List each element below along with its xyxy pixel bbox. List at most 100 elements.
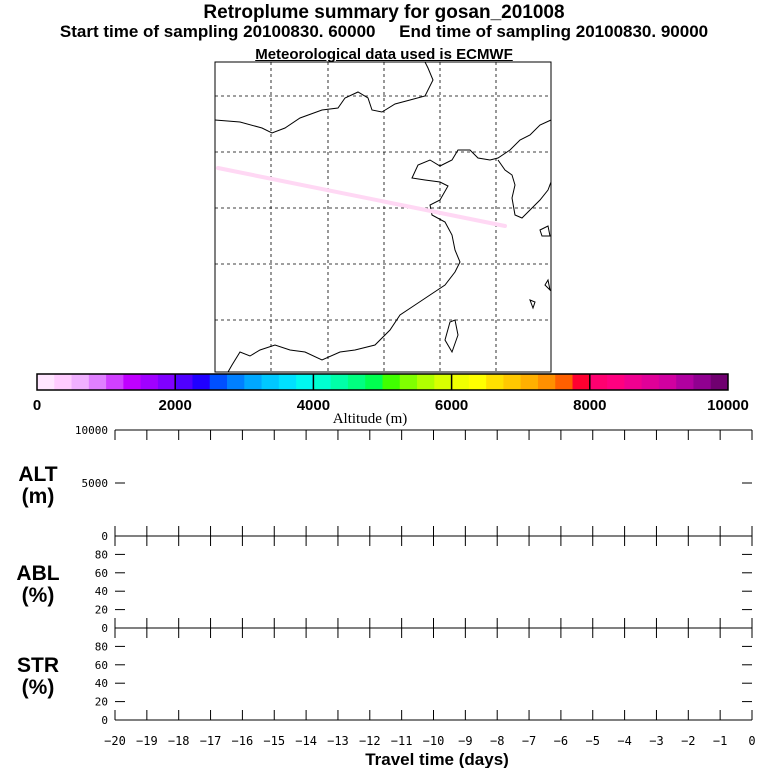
colorbar-segment (434, 374, 453, 390)
y-tick-label: 80 (95, 640, 108, 653)
colorbar-tick-label: 8000 (573, 397, 606, 414)
map-coastline (539, 225, 551, 237)
x-tick-label: −17 (200, 734, 222, 748)
colorbar-label: Altitude (m) (333, 411, 408, 427)
colorbar-frame (36, 373, 729, 391)
y-tick-label: 60 (95, 567, 108, 580)
colorbar-segment (88, 374, 107, 390)
x-tick-label: −11 (391, 734, 413, 748)
map-coastline (529, 299, 536, 310)
y-tick-label: 40 (95, 585, 108, 598)
map-coastline (497, 159, 552, 219)
y-axis-unit: (%) (22, 676, 55, 699)
y-tick-label: 0 (101, 714, 108, 727)
colorbar-tick-label: 0 (33, 397, 41, 414)
colorbar-segment (175, 374, 193, 390)
colorbar-segment (451, 374, 470, 390)
x-tick-label: −15 (263, 734, 285, 748)
colorbar-segment (54, 374, 73, 390)
x-tick-label: 0 (748, 734, 755, 748)
y-tick-label: 10000 (75, 424, 108, 437)
colorbar-segment (486, 374, 504, 390)
colorbar-segment (278, 374, 297, 390)
map-coastline (544, 278, 551, 292)
x-tick-label: −20 (104, 734, 126, 748)
y-tick-label: 60 (95, 659, 108, 672)
colorbar-segment (693, 374, 712, 390)
y-axis-label: ABL (16, 562, 59, 585)
map-frame (214, 61, 552, 373)
y-tick-label: 0 (101, 530, 108, 543)
x-tick-label: −8 (490, 734, 504, 748)
map-coastline (214, 61, 434, 134)
colorbar-segment (676, 374, 694, 390)
chart-title: Retroplume summary for gosan_201008 (203, 2, 565, 23)
colorbar-tick-label: 4000 (297, 397, 330, 414)
x-tick-label: −13 (327, 734, 349, 748)
y-tick-label: 20 (95, 604, 108, 617)
colorbar-segment (710, 374, 729, 390)
colorbar-segment (313, 374, 332, 390)
subtitle-line: Start time of sampling 20100830. 60000 E… (0, 22, 768, 42)
colorbar-segment (71, 374, 90, 390)
colorbar-segment (365, 374, 383, 390)
colorbar-segment (244, 374, 263, 390)
colorbar-segment (520, 374, 539, 390)
colorbar-segment (382, 374, 401, 390)
colorbar-segment (209, 374, 228, 390)
colorbar-segment (227, 374, 245, 390)
colorbar-segment (192, 374, 211, 390)
x-tick-label: −16 (232, 734, 254, 748)
x-axis-label: Travel time (days) (365, 750, 509, 768)
x-tick-label: −6 (554, 734, 568, 748)
end-time: End time of sampling 20100830. 90000 (399, 22, 709, 41)
colorbar-segment (607, 374, 625, 390)
x-tick-label: −4 (617, 734, 631, 748)
y-tick-label: 80 (95, 548, 108, 561)
colorbar-segment (589, 374, 608, 390)
colorbar-segment (555, 374, 574, 390)
x-tick-label: −7 (522, 734, 536, 748)
colorbar-segment (330, 374, 349, 390)
y-tick-label: 0 (101, 622, 108, 635)
colorbar-segment (347, 374, 366, 390)
colorbar-segment (572, 374, 591, 390)
x-tick-label: −3 (649, 734, 663, 748)
colorbar-segment (37, 374, 55, 390)
start-time: Start time of sampling 20100830. 60000 (59, 22, 376, 41)
colorbar-segment (123, 374, 142, 390)
colorbar-segment (296, 374, 314, 390)
x-tick-label: −1 (713, 734, 727, 748)
x-tick-label: −12 (359, 734, 381, 748)
colorbar-segment (399, 374, 418, 390)
colorbar-tick-label: 10000 (707, 397, 749, 414)
x-tick-label: −14 (295, 734, 317, 748)
y-tick-label: 5000 (82, 477, 109, 490)
colorbar-segment (641, 374, 660, 390)
colorbar-segment (537, 374, 556, 390)
x-tick-label: −18 (168, 734, 190, 748)
plume-trajectory (216, 166, 507, 228)
colorbar-segment (261, 374, 280, 390)
met-data-line: Meteorological data used is ECMWF (255, 46, 513, 63)
y-tick-label: 40 (95, 677, 108, 690)
colorbar-segment (106, 374, 124, 390)
colorbar-segment (503, 374, 522, 390)
x-tick-label: −5 (586, 734, 600, 748)
colorbar-segment (658, 374, 677, 390)
colorbar-segment (468, 374, 487, 390)
colorbar-segment (624, 374, 643, 390)
colorbar-segment (417, 374, 435, 390)
x-tick-label: −9 (458, 734, 472, 748)
y-axis-unit: (%) (22, 584, 55, 607)
colorbar-tick-label: 6000 (435, 397, 468, 414)
map-coastline (444, 319, 459, 354)
y-axis-label: ALT (18, 463, 57, 486)
map-coastline (227, 119, 552, 373)
y-axis-label: STR (17, 654, 59, 677)
x-tick-label: −2 (681, 734, 695, 748)
y-axis-unit: (m) (22, 485, 55, 508)
x-tick-label: −10 (423, 734, 445, 748)
colorbar-tick-label: 2000 (159, 397, 192, 414)
